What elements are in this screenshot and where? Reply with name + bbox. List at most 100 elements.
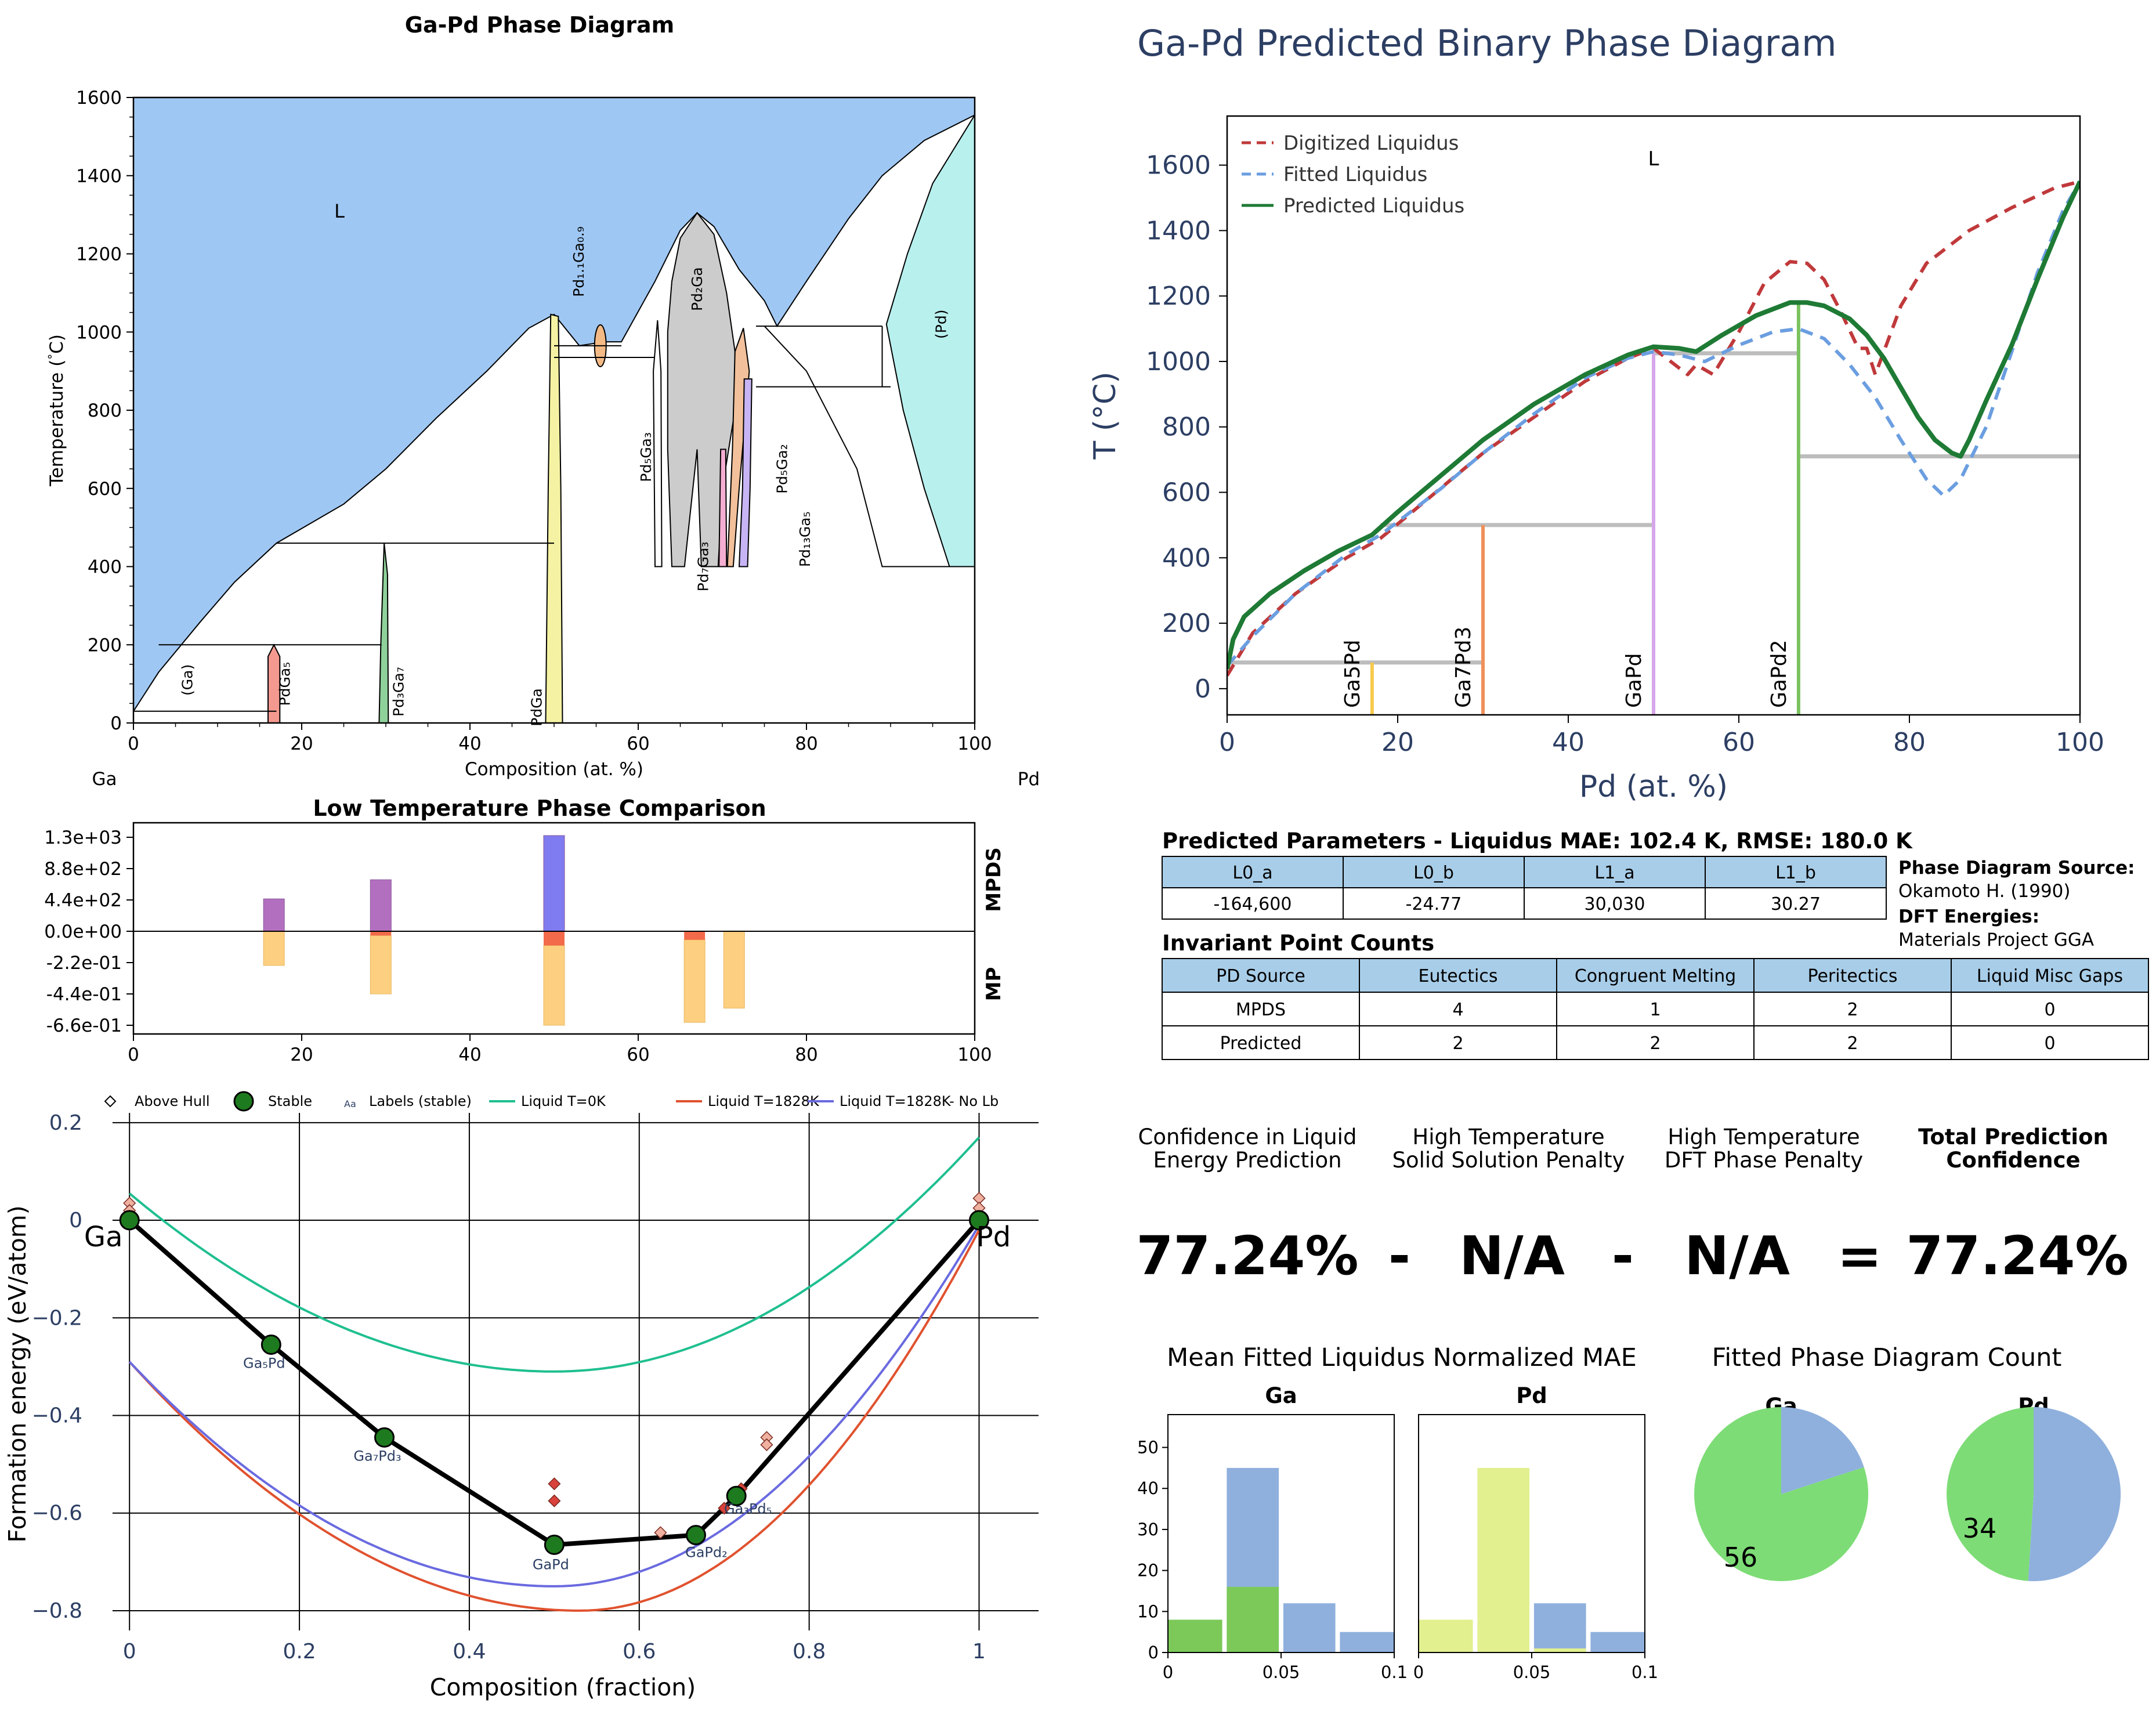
inv-header-cell [1951,958,2149,993]
stable-label-GaPd: GaPd [533,1556,569,1572]
y-tick-label: 1400 [1146,216,1211,245]
stable-point [969,1210,989,1231]
confidence-value: 77.24% [1906,1225,2128,1287]
inv-cell-value: 4 [1452,1000,1463,1020]
confidence-label: Solid Solution Penalty [1392,1148,1625,1173]
y-tick-label: 1000 [76,322,122,343]
hist-bar [1168,1619,1222,1652]
x-tick-label: 80 [795,733,817,754]
inv-cell [1162,1025,1360,1060]
y-tick-label: −0.8 [32,1599,82,1623]
inv-header-label: Eutectics [1419,966,1498,986]
inv-header-cell [1359,958,1557,993]
y-tick-label: 1600 [76,88,122,109]
exp-title: Ga-Pd Phase Diagram [405,12,674,38]
x-tick-label: 0.6 [623,1640,656,1664]
confidence-label: Total Prediction [1918,1124,2108,1149]
x-tick-label: 40 [458,1044,481,1065]
above-hull-point [548,1494,561,1507]
stable-label-Ga₅Pd: Ga₅Pd [243,1355,285,1372]
confidence-value: - [1612,1225,1634,1287]
confidence-label: Confidence in Liquid [1138,1124,1357,1149]
params-header-cell [1524,856,1706,888]
confidence-label: High Temperature [1667,1124,1860,1149]
above-hull-point [654,1526,667,1539]
inv-cell [1951,1025,2149,1060]
mp-bar [683,939,706,1023]
x-tick-label: 0.05 [1513,1662,1551,1682]
experimental-phase-diagram: Ga-Pd Phase Diagram 0 20 40 60 80 10002004006… [46,12,1040,790]
phase-label-(Ga): (Ga) [179,664,196,696]
legend-stable-marker [233,1091,254,1112]
inv-cell-value: 2 [1452,1033,1463,1054]
pd-solid-solution-region [885,114,975,567]
hist-bar [1533,1603,1586,1652]
inv-header-cell [1753,958,1952,993]
pie-slice-fitted [1947,1407,2034,1581]
y-tick-label: −0.4 [32,1404,82,1427]
inv-cell-value: MPDS [1236,1000,1286,1020]
compound-label-GaPd2: GaPd2 [1767,640,1791,708]
y-tick-label: 0 [1148,1643,1159,1662]
inv-header-label: Congruent Melting [1575,966,1736,986]
x-tick-label: 80 [1893,728,1926,757]
exp-ylabel-part: Temperature ( [46,360,67,487]
pdga5-region [267,643,281,723]
phase-label-Pd13Ga5: Pd₁₃Ga₅ [797,511,813,567]
inv-cell-value: 1 [1649,1000,1661,1020]
exp-left-element: Ga [92,769,117,790]
mpds-bar [263,898,285,932]
x-tick-label: 0.8 [793,1640,826,1664]
hull-ylabel: Formation energy (eV/atom) [3,1205,31,1542]
legend-label: Above Hull [135,1093,210,1109]
y-tick-label: 1200 [1146,281,1211,311]
pred-ylabel: T (°C) [1088,371,1123,460]
stable-point [685,1525,706,1546]
inv-cell [1162,992,1360,1026]
phase-label-PdGa: PdGa [528,688,545,726]
hist-bar [1590,1632,1645,1652]
y-tick-label: 8.8e+02 [44,859,122,880]
source-value: Okamoto H. (1990) [1898,881,2071,902]
y-tick-label: 200 [88,635,122,656]
confidence-label: Confidence [1946,1148,2080,1173]
y-tick-label: 4.4e+02 [44,890,122,911]
series-digitized-liquidus [1227,179,2080,677]
stable-label-Ga₇Pd₃: Ga₇Pd₃ [353,1448,401,1464]
mp-bar [370,935,392,995]
confidence-value: 77.24% [1136,1225,1358,1287]
pd5ga3-region [653,320,663,567]
x-tick-label: 100 [2056,728,2104,757]
stable-point [544,1534,565,1555]
stable-point [119,1210,140,1231]
params-header-cell [1705,856,1887,888]
inv-cell [1359,992,1557,1026]
legend-aa: Aa [344,1098,356,1109]
convex-hull-chart: Ga Ga₅Pd Ga₇Pd₃ GaPd GaPd₂ Ga₃Pd₅ Pd 0 0.2 0.4 0.… [3,1091,1039,1701]
pie-group-title: Fitted Phase Diagram Count [1712,1343,2062,1372]
liquid-1828k-nolb-curve [128,1224,981,1588]
stable-label-Pd: Pd [976,1221,1011,1253]
x-tick-label: 0 [128,733,139,754]
params-header-label: L0_b [1413,863,1454,883]
params-value-cell [1343,887,1525,920]
exp-plot-area [133,97,975,723]
lt-mp-label: MP [982,967,1005,1001]
x-tick-label: 60 [1723,728,1755,757]
x-tick-label: 0 [1219,728,1235,757]
confidence-label: DFT Phase Penalty [1665,1148,1863,1173]
legend-label: Liquid T=1828K- No Lb [840,1093,999,1109]
confidence-label: High Temperature [1412,1124,1604,1149]
inv-header-cell [1162,958,1360,993]
x-tick-label: 0 [123,1640,136,1664]
pie-slice-fitted [1694,1407,1869,1581]
x-tick-label: 20 [290,1044,313,1065]
phase-label-Pd5Ga2: Pd₅Ga₂ [774,444,791,494]
phase-label-PdGa5: PdGa₅ [277,662,294,706]
x-tick-label: 100 [957,1044,992,1065]
pie-slice-other [2028,1407,2121,1582]
x-tick-label: 20 [1381,728,1414,757]
legend-label: Liquid T=0K [521,1093,606,1109]
params-value: -24.77 [1406,894,1462,914]
